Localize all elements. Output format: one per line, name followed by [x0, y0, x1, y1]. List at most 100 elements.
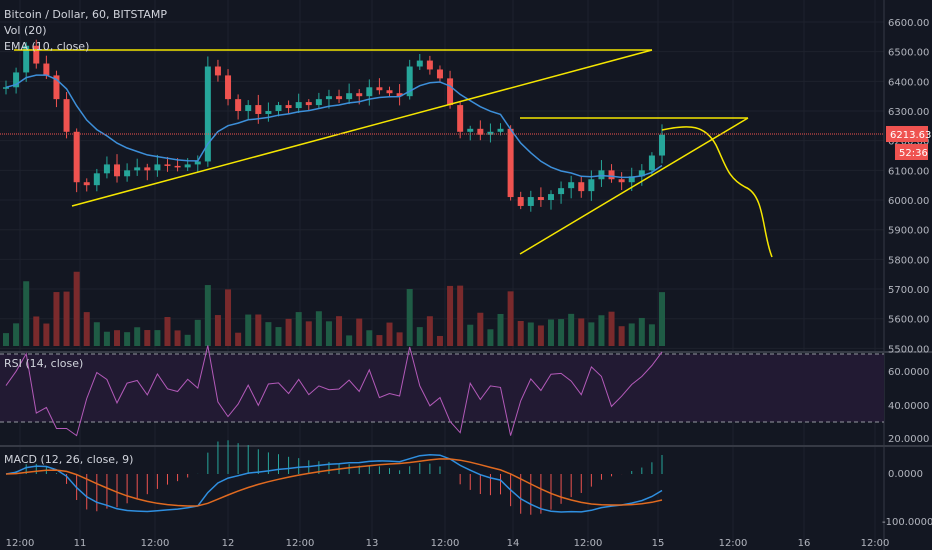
candle-body — [487, 131, 494, 135]
volume-bar — [265, 322, 272, 346]
candle-body — [13, 72, 20, 88]
candles — [3, 39, 665, 212]
candle-body — [245, 105, 252, 112]
candle-body — [638, 170, 645, 177]
volume-bar — [93, 322, 100, 346]
price-tick: 5800.00 — [888, 255, 929, 266]
volume-bar — [305, 321, 312, 346]
candle-body — [275, 105, 282, 112]
candle-body — [628, 176, 635, 183]
candle-body — [3, 87, 9, 89]
volume-bar — [315, 311, 322, 346]
time-tick: 12:00 — [719, 538, 748, 549]
candle-body — [285, 105, 292, 109]
price-tick: 5700.00 — [888, 285, 929, 296]
volume-bar — [467, 324, 474, 346]
volume-bar — [608, 311, 615, 346]
price-axis[interactable]: 6600.00 6500.00 6400.00 6300.00 6200.00 6100.… — [888, 18, 929, 355]
candle-body — [497, 128, 504, 132]
candle-body — [144, 167, 151, 171]
volume-bar — [63, 291, 70, 346]
volume-bar — [537, 325, 544, 346]
volume-bar — [3, 333, 9, 346]
price-tick: 6500.00 — [888, 48, 929, 59]
volume-bar — [527, 322, 534, 346]
volume-bar — [628, 323, 635, 346]
volume-bar — [114, 330, 121, 346]
volume-bar — [618, 326, 625, 346]
volume-bar — [659, 292, 665, 346]
volume-bar — [174, 330, 181, 346]
candle-body — [396, 93, 403, 97]
time-tick: 12:00 — [431, 538, 460, 549]
candle-body — [406, 66, 413, 97]
volume-bar — [396, 332, 403, 346]
volume-bar — [346, 335, 353, 346]
volume-bar — [598, 315, 605, 346]
candle-body — [376, 87, 383, 91]
last-price-tag — [886, 126, 928, 142]
candle-body — [336, 96, 343, 100]
time-tick: 13 — [366, 538, 379, 549]
price-tick: 6000.00 — [888, 196, 929, 207]
volume-bar — [507, 291, 514, 346]
volume-bar — [295, 312, 302, 346]
price-tick: 5600.00 — [888, 315, 929, 326]
rsi-band-fill — [0, 354, 884, 422]
candle-body — [23, 45, 30, 73]
time-axis[interactable]: 12:00 11 12:00 12 12:00 13 12:00 14 12:00 15 12:00… — [6, 538, 890, 549]
macd-tick: -100.0000 — [882, 517, 932, 528]
price-tick: 5500.00 — [888, 344, 929, 355]
candle-body — [63, 99, 70, 132]
volume-bar — [255, 314, 262, 346]
volume-bar — [558, 319, 565, 346]
candle-body — [53, 75, 60, 100]
time-tick: 15 — [652, 538, 665, 549]
time-tick: 14 — [507, 538, 520, 549]
volume-bar — [164, 317, 171, 346]
candle-body — [154, 164, 161, 171]
candle-body — [447, 78, 454, 106]
candle-body — [164, 164, 171, 166]
volume-bar — [214, 315, 221, 346]
volume-bar — [386, 322, 393, 346]
macd-tick: 0.0000 — [888, 469, 923, 480]
candle-body — [43, 63, 50, 76]
volume-bar — [194, 319, 201, 346]
volume-bar — [477, 312, 484, 346]
time-tick: 12 — [222, 538, 235, 549]
volume-bar — [225, 289, 232, 346]
trendline[interactable] — [519, 117, 749, 255]
candle-body — [204, 66, 211, 162]
candle-body — [578, 182, 585, 192]
volume-bar — [588, 322, 595, 346]
volume-bar — [103, 331, 110, 346]
candle-body — [315, 99, 322, 106]
volume-bar — [547, 319, 554, 346]
volume-bar — [154, 330, 161, 346]
candle-body — [114, 164, 121, 177]
candle-body — [265, 111, 272, 114]
rsi-tick: 40.0000 — [888, 401, 929, 412]
volume-bar — [426, 316, 433, 346]
indicator-volume: Vol (20) — [4, 24, 47, 37]
ema-line — [5, 74, 663, 179]
rsi-title: RSI (14, close) — [4, 357, 83, 370]
volume-bar — [406, 289, 413, 346]
candle-body — [568, 182, 575, 189]
time-tick: 16 — [798, 538, 811, 549]
rsi-line — [5, 345, 663, 437]
volume-bar — [73, 271, 80, 346]
trendline[interactable] — [71, 49, 653, 207]
candle-body — [134, 167, 141, 171]
rsi-tick: 20.0000 — [888, 434, 929, 445]
projected-path[interactable] — [661, 126, 773, 258]
volume-bar — [356, 318, 363, 346]
trendlines[interactable] — [14, 49, 773, 258]
candle-body — [194, 161, 201, 165]
candle-body — [346, 93, 353, 100]
candle-body — [33, 45, 40, 64]
candle-body — [325, 96, 332, 100]
chart-title: Bitcoin / Dollar, 60, BITSTAMP — [4, 8, 167, 21]
